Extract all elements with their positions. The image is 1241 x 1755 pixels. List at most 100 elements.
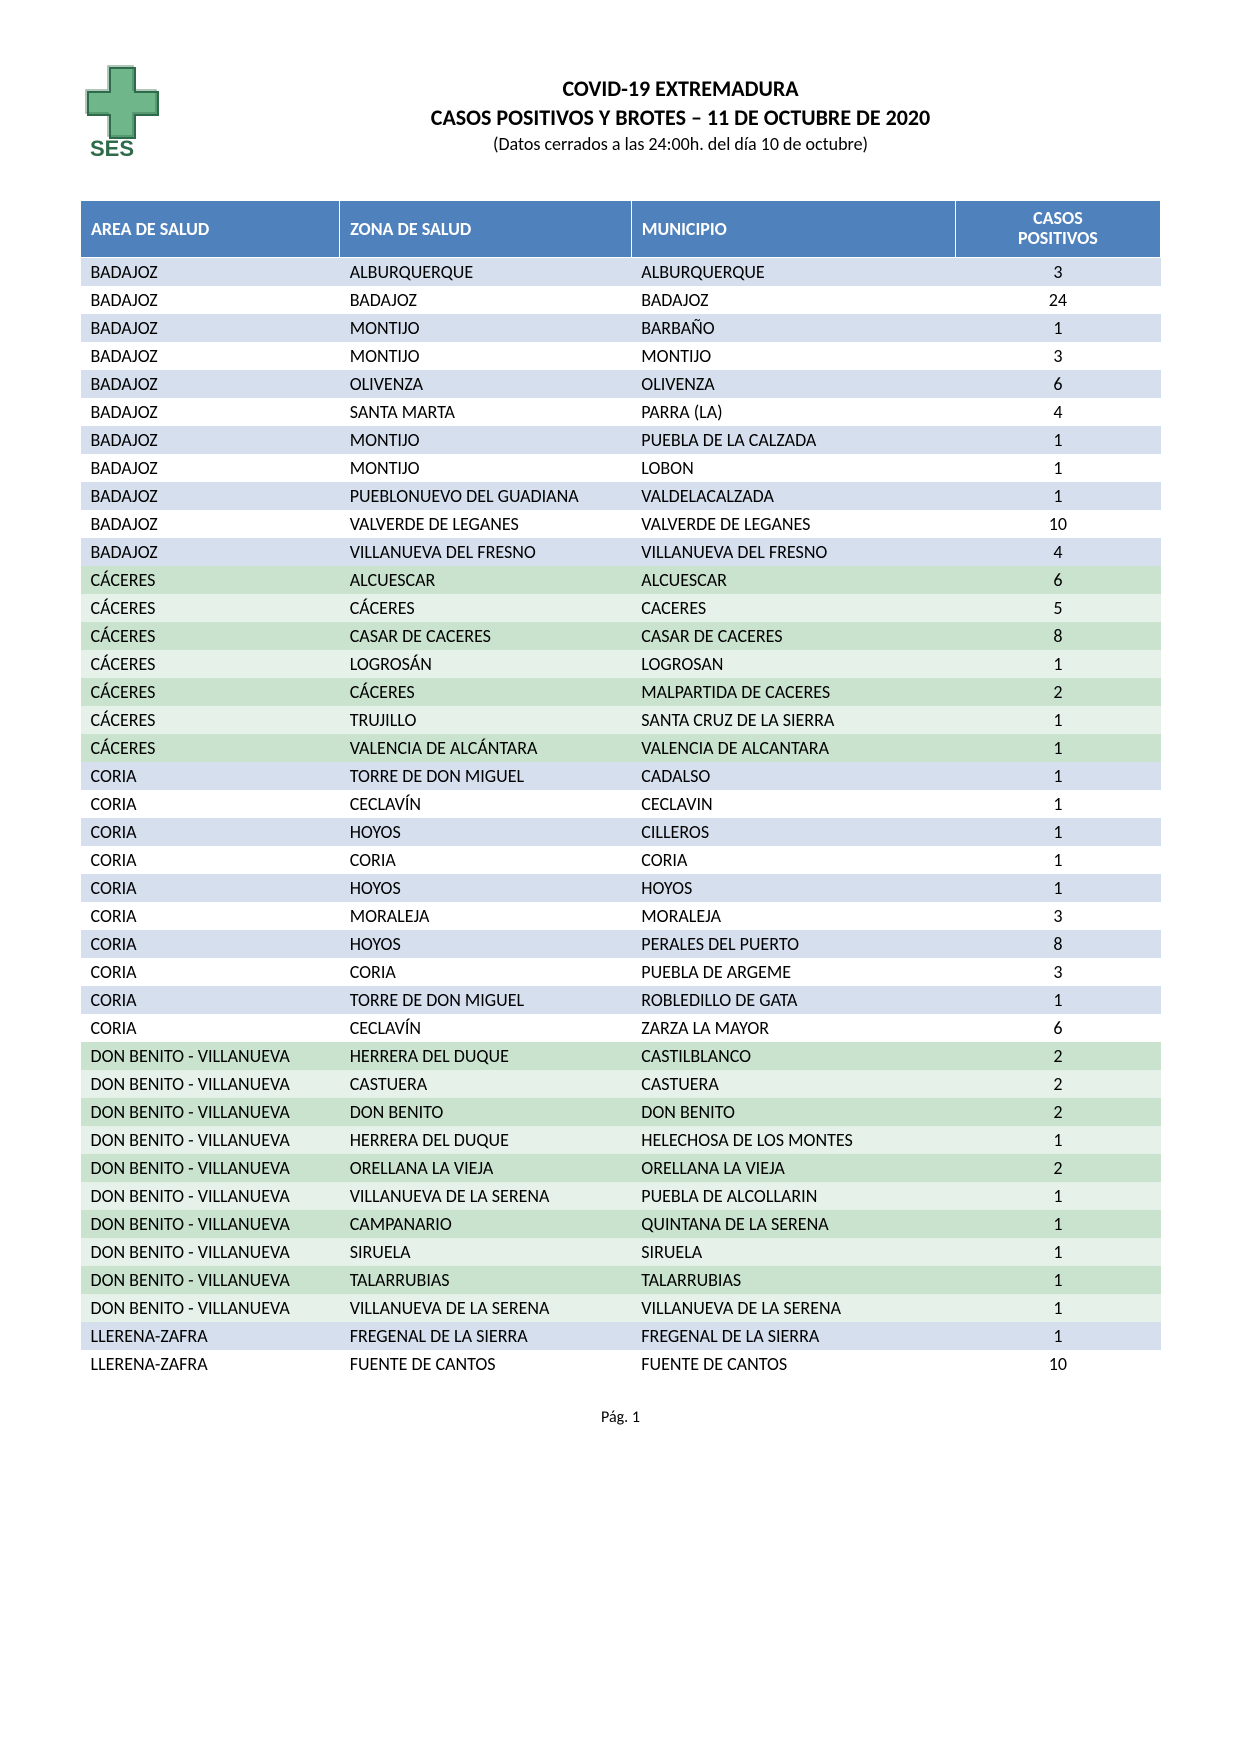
table-cell: ORELLANA LA VIEJA	[631, 1154, 955, 1182]
table-row: LLERENA-ZAFRAFUENTE DE CANTOSFUENTE DE C…	[81, 1350, 1161, 1378]
table-cell: CÁCERES	[81, 594, 340, 622]
table-cell: CORIA	[340, 958, 632, 986]
table-cell: BADAJOZ	[81, 370, 340, 398]
table-cell: CADALSO	[631, 762, 955, 790]
table-cell: 3	[955, 342, 1160, 370]
table-cell: VILLANUEVA DE LA SERENA	[340, 1182, 632, 1210]
table-row: DON BENITO - VILLANUEVATALARRUBIASTALARR…	[81, 1266, 1161, 1294]
table-row: CÁCERESCÁCERESCACERES5	[81, 594, 1161, 622]
table-row: CÁCERESVALENCIA DE ALCÁNTARAVALENCIA DE …	[81, 734, 1161, 762]
table-cell: 1	[955, 1182, 1160, 1210]
table-row: CÁCERESTRUJILLOSANTA CRUZ DE LA SIERRA1	[81, 706, 1161, 734]
table-cell: MONTIJO	[631, 342, 955, 370]
table-cell: 10	[955, 1350, 1160, 1378]
table-cell: MORALEJA	[631, 902, 955, 930]
table-row: CORIACECLAVÍNCECLAVIN1	[81, 790, 1161, 818]
table-cell: CILLEROS	[631, 818, 955, 846]
table-row: BADAJOZVILLANUEVA DEL FRESNOVILLANUEVA D…	[81, 538, 1161, 566]
subtitle: (Datos cerrados a las 24:00h. del día 10…	[200, 133, 1161, 155]
table-row: CORIATORRE DE DON MIGUELCADALSO1	[81, 762, 1161, 790]
table-cell: TALARRUBIAS	[340, 1266, 632, 1294]
table-cell: HOYOS	[340, 818, 632, 846]
table-cell: BADAJOZ	[81, 342, 340, 370]
table-cell: BADAJOZ	[631, 286, 955, 314]
table-cell: MONTIJO	[340, 426, 632, 454]
table-cell: 1	[955, 426, 1160, 454]
table-cell: CÁCERES	[81, 566, 340, 594]
table-cell: BADAJOZ	[81, 510, 340, 538]
table-cell: 8	[955, 930, 1160, 958]
column-header: CASOSPOSITIVOS	[955, 201, 1160, 258]
table-cell: 6	[955, 370, 1160, 398]
table-cell: HOYOS	[631, 874, 955, 902]
table-cell: 3	[955, 257, 1160, 286]
table-cell: 1	[955, 790, 1160, 818]
table-row: CÁCERESALCUESCARALCUESCAR6	[81, 566, 1161, 594]
table-cell: PUEBLA DE ALCOLLARIN	[631, 1182, 955, 1210]
table-cell: 1	[955, 314, 1160, 342]
table-cell: ALBURQUERQUE	[340, 257, 632, 286]
table-cell: CÁCERES	[340, 678, 632, 706]
table-cell: 1	[955, 482, 1160, 510]
table-row: DON BENITO - VILLANUEVAVILLANUEVA DE LA …	[81, 1182, 1161, 1210]
table-cell: DON BENITO - VILLANUEVA	[81, 1070, 340, 1098]
table-cell: PUEBLA DE ARGEME	[631, 958, 955, 986]
table-cell: CASAR DE CACERES	[340, 622, 632, 650]
table-cell: BADAJOZ	[81, 538, 340, 566]
table-row: BADAJOZOLIVENZAOLIVENZA6	[81, 370, 1161, 398]
table-cell: VILLANUEVA DE LA SERENA	[340, 1294, 632, 1322]
table-cell: SIRUELA	[631, 1238, 955, 1266]
table-cell: 1	[955, 734, 1160, 762]
table-body: BADAJOZALBURQUERQUEALBURQUERQUE3BADAJOZB…	[81, 257, 1161, 1378]
table-cell: VILLANUEVA DEL FRESNO	[340, 538, 632, 566]
table-cell: CORIA	[81, 930, 340, 958]
table-cell: BARBAÑO	[631, 314, 955, 342]
table-row: CORIAHOYOSPERALES DEL PUERTO8	[81, 930, 1161, 958]
table-cell: 8	[955, 622, 1160, 650]
table-cell: HERRERA DEL DUQUE	[340, 1126, 632, 1154]
table-row: DON BENITO - VILLANUEVADON BENITODON BEN…	[81, 1098, 1161, 1126]
table-cell: CORIA	[81, 1014, 340, 1042]
table-cell: CECLAVÍN	[340, 790, 632, 818]
table-cell: CACERES	[631, 594, 955, 622]
table-cell: TORRE DE DON MIGUEL	[340, 762, 632, 790]
table-cell: 4	[955, 398, 1160, 426]
svg-text:SES: SES	[90, 136, 134, 160]
cases-table: AREA DE SALUDZONA DE SALUDMUNICIPIOCASOS…	[80, 200, 1161, 1378]
column-header: MUNICIPIO	[631, 201, 955, 258]
table-cell: CORIA	[81, 762, 340, 790]
table-cell: BADAJOZ	[81, 426, 340, 454]
table-row: DON BENITO - VILLANUEVASIRUELASIRUELA1	[81, 1238, 1161, 1266]
table-cell: MONTIJO	[340, 342, 632, 370]
table-row: BADAJOZMONTIJOBARBAÑO1	[81, 314, 1161, 342]
table-cell: DON BENITO - VILLANUEVA	[81, 1294, 340, 1322]
table-cell: CORIA	[631, 846, 955, 874]
table-cell: VALENCIA DE ALCÁNTARA	[340, 734, 632, 762]
table-cell: 1	[955, 818, 1160, 846]
table-cell: VALVERDE DE LEGANES	[631, 510, 955, 538]
table-cell: ROBLEDILLO DE GATA	[631, 986, 955, 1014]
table-cell: CECLAVIN	[631, 790, 955, 818]
table-cell: 1	[955, 1238, 1160, 1266]
table-cell: 1	[955, 1266, 1160, 1294]
table-cell: 1	[955, 1294, 1160, 1322]
table-cell: 1	[955, 1322, 1160, 1350]
table-row: BADAJOZVALVERDE DE LEGANESVALVERDE DE LE…	[81, 510, 1161, 538]
table-cell: CORIA	[81, 958, 340, 986]
table-cell: ORELLANA LA VIEJA	[340, 1154, 632, 1182]
table-cell: CÁCERES	[340, 594, 632, 622]
table-row: CORIAHOYOSHOYOS1	[81, 874, 1161, 902]
table-row: DON BENITO - VILLANUEVACAMPANARIOQUINTAN…	[81, 1210, 1161, 1238]
table-cell: 2	[955, 1042, 1160, 1070]
title-line-2: CASOS POSITIVOS Y BROTES – 11 DE OCTUBRE…	[200, 104, 1161, 131]
table-row: DON BENITO - VILLANUEVAHERRERA DEL DUQUE…	[81, 1126, 1161, 1154]
table-row: DON BENITO - VILLANUEVACASTUERACASTUERA2	[81, 1070, 1161, 1098]
table-cell: TRUJILLO	[340, 706, 632, 734]
table-row: BADAJOZPUEBLONUEVO DEL GUADIANAVALDELACA…	[81, 482, 1161, 510]
table-cell: 1	[955, 1126, 1160, 1154]
table-cell: 3	[955, 902, 1160, 930]
table-cell: CAMPANARIO	[340, 1210, 632, 1238]
table-cell: BADAJOZ	[81, 482, 340, 510]
table-cell: 1	[955, 650, 1160, 678]
table-cell: TORRE DE DON MIGUEL	[340, 986, 632, 1014]
